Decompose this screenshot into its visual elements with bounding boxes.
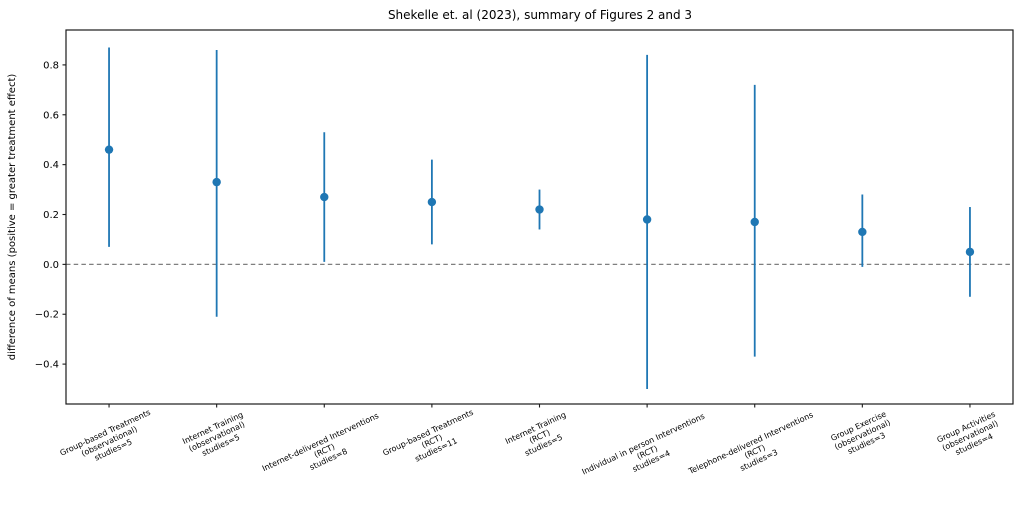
y-tick-label: 0.4 [43,160,59,171]
x-category-label: Group-based Treatments(RCT)studies=11 [381,408,482,475]
x-category-label: Individual in person Interventions(RCT)s… [581,412,715,494]
data-point-marker [642,215,652,224]
data-point-marker [750,217,759,227]
y-tick-label: −0.4 [35,360,59,371]
y-tick-label: 0.0 [43,260,59,271]
x-tick-label: Internet Training(observational)studies=… [181,410,253,463]
x-tick-label: Internet Training(RCT)studies=5 [504,410,576,463]
x-category-label: Internet-delivered Interventions(RCT)stu… [261,411,388,490]
x-category-label: Internet Training(observational)studies=… [181,410,253,463]
y-tick-label: 0.6 [43,110,59,121]
data-point-marker [104,145,114,154]
x-tick-label: Internet-delivered Interventions(RCT)stu… [261,411,388,490]
x-category-label: Telephone-delivered Interventions(RCT)st… [686,410,822,493]
y-axis-label: difference of means (positive = greater … [7,74,18,361]
x-tick-label: Group Activities(observational)studies=4 [936,410,1005,462]
x-category-label: Group Exercise(observational)studies=3 [829,409,896,460]
x-category-label: Group Activities(observational)studies=4 [936,410,1005,462]
x-category-label: Group-based Treatments(observational)stu… [59,408,160,475]
chart-title: Shekelle et. al (2023), summary of Figur… [388,8,692,22]
y-tick-label: 0.8 [43,60,59,71]
data-point-marker [535,205,544,214]
x-tick-label: Group-based Treatments(observational)stu… [59,408,160,475]
y-tick-label: 0.2 [43,210,59,221]
x-tick-label: Telephone-delivered Interventions(RCT)st… [686,410,822,493]
data-point-marker [320,192,329,202]
x-tick-label: Group-based Treatments(RCT)studies=11 [381,408,482,475]
x-category-label: Internet Training(RCT)studies=5 [504,410,576,463]
data-point-marker [965,247,975,257]
x-tick-label: Individual in person Interventions(RCT)s… [581,412,715,494]
data-point-marker [858,227,867,237]
plot-area: −0.4 −0.2 0.0 0.2 0.4 0.6 0.8 Group-based Treat… [35,29,1014,494]
data-point-marker [212,177,221,187]
y-tick-label: −0.2 [35,310,59,321]
data-point-marker [427,197,437,207]
x-tick-label: Group Exercise(observational)studies=3 [829,409,896,460]
